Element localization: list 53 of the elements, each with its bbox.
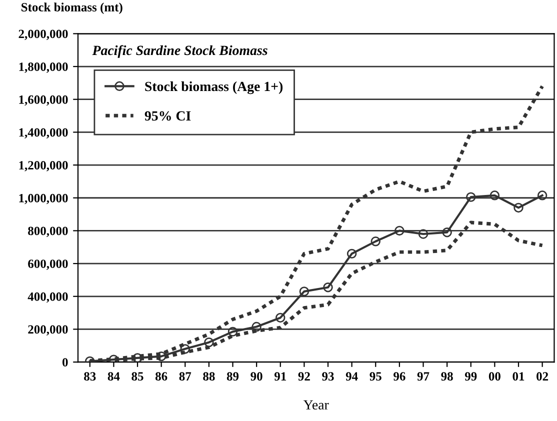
x-tick-label: 97 xyxy=(417,372,430,381)
y-tick-label: 1,800,000 xyxy=(19,62,68,73)
point xyxy=(228,326,238,337)
x-tick-label: 93 xyxy=(322,372,334,381)
y-tick-label: 800,000 xyxy=(28,226,68,237)
x-tick-label: 84 xyxy=(108,372,120,381)
x-tick-label: 88 xyxy=(203,372,215,381)
x-axis-title: Year xyxy=(303,400,329,410)
x-tick-label: 92 xyxy=(298,372,310,381)
x-tick-label: 96 xyxy=(394,372,406,381)
x-tick-label: 90 xyxy=(250,372,262,381)
y-tick-label: 2,000,000 xyxy=(18,30,68,40)
x-tick-label: 99 xyxy=(464,372,477,381)
x-tick-label: 91 xyxy=(274,372,286,381)
legend-label: 95% CI xyxy=(144,111,191,121)
y-tick-label: 0 xyxy=(62,358,68,367)
x-tick-label: 95 xyxy=(370,372,382,381)
point xyxy=(490,190,500,200)
x-tick-label: 87 xyxy=(179,372,192,381)
x-tick-label: 94 xyxy=(346,372,358,381)
point xyxy=(299,286,310,296)
point xyxy=(442,227,452,238)
x-tick-label: 02 xyxy=(536,372,548,381)
point xyxy=(370,236,380,246)
point xyxy=(537,190,548,200)
y-tick-label: 1,200,000 xyxy=(19,161,68,172)
x-tick-label: 01 xyxy=(512,372,524,381)
text: Pacific Sardine Stock Biomass xyxy=(92,45,268,58)
x-tick-label: 00 xyxy=(488,372,500,381)
point xyxy=(514,202,524,213)
point xyxy=(466,192,476,202)
point xyxy=(346,248,357,259)
point xyxy=(252,322,262,332)
point xyxy=(156,351,166,362)
legend-label: Stock biomass (Age 1+) xyxy=(145,81,283,94)
y-axis-title: Stock biomass (mt) xyxy=(22,2,122,14)
x-tick-label: 86 xyxy=(155,372,168,381)
point xyxy=(180,344,190,354)
y-tick-label: 200,000 xyxy=(28,325,68,336)
y-tick-label: 1,600,000 xyxy=(19,95,68,106)
point xyxy=(323,282,333,292)
y-tick-label: 1,400,000 xyxy=(19,128,68,138)
y-tick-label: 400,000 xyxy=(28,292,68,303)
y-tick-label: 600,000 xyxy=(28,260,68,270)
point xyxy=(418,229,428,239)
x-tick-label: 83 xyxy=(84,372,96,381)
point xyxy=(276,312,286,323)
point xyxy=(204,337,214,348)
x-tick-label: 98 xyxy=(441,372,453,381)
x-tick-label: 89 xyxy=(226,372,239,381)
y-tick-label: 1,000,000 xyxy=(19,194,68,204)
point xyxy=(394,226,404,236)
x-tick-label: 85 xyxy=(132,372,144,381)
